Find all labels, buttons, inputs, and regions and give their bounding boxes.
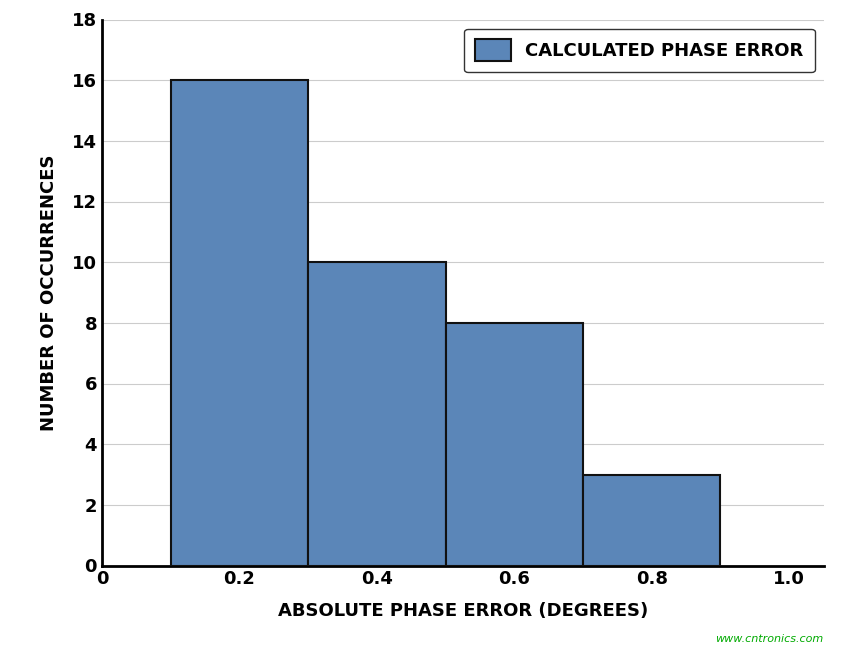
Bar: [583, 474, 721, 566]
Bar: [171, 80, 308, 566]
Bar: [308, 262, 446, 566]
Legend: CALCULATED PHASE ERROR: CALCULATED PHASE ERROR: [464, 29, 814, 72]
Bar: [446, 323, 583, 566]
X-axis label: ABSOLUTE PHASE ERROR (DEGREES): ABSOLUTE PHASE ERROR (DEGREES): [278, 603, 648, 620]
Y-axis label: NUMBER OF OCCURRENCES: NUMBER OF OCCURRENCES: [40, 154, 58, 431]
Text: www.cntronics.com: www.cntronics.com: [715, 634, 824, 644]
